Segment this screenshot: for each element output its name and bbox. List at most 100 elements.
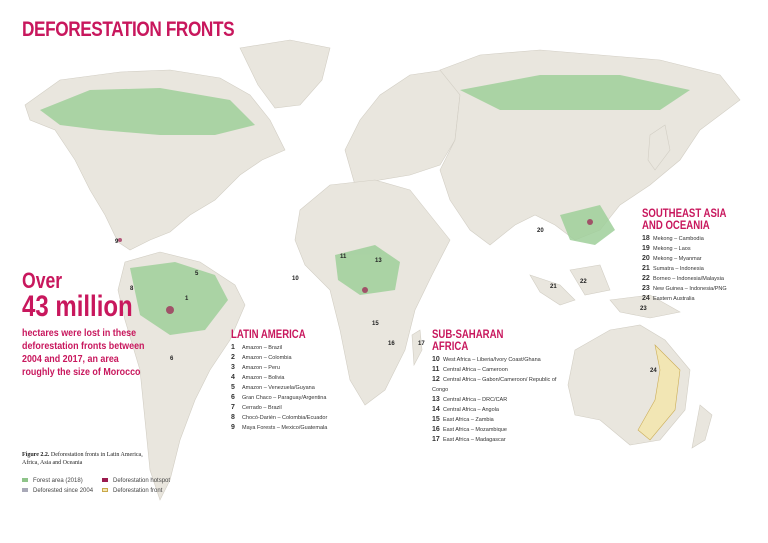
front-label: Sumatra – Indonesia: [653, 266, 704, 272]
front-list-item: 9 Maya Forests – Mexico/Guatemala: [231, 423, 327, 433]
greenland: [239, 39, 331, 109]
front-number: 1: [231, 344, 235, 351]
hotspot: [166, 306, 174, 314]
front-number: 19: [642, 245, 650, 252]
front-label: Cerrado – Brazil: [242, 405, 282, 411]
front-list-item: 5 Amazon – Venezuela/Guyana: [231, 383, 327, 393]
front-number: 9: [231, 424, 235, 431]
marker-17: 17: [418, 341, 425, 347]
se-asia-islands: [529, 264, 681, 319]
legend-item: Deforestation hotspot: [102, 478, 192, 484]
front-label: East Africa – Madagascar: [443, 437, 506, 443]
front-number: 22: [642, 275, 650, 282]
front-label: Amazon – Colombia: [242, 355, 292, 361]
japan: [647, 124, 671, 171]
front-number: 4: [231, 374, 235, 381]
front-label: West Africa – Liberia/Ivory Coast/Ghana: [443, 357, 541, 363]
front-label: Amazon – Bolivia: [242, 375, 285, 381]
front-number: 15: [432, 416, 440, 423]
front-number: 21: [642, 265, 650, 272]
headline-description: hectares were lost in these deforestatio…: [22, 327, 145, 378]
front-label: Amazon – Brazil: [242, 345, 283, 351]
front-list-item: 8 Chocó-Darién – Colombia/Ecuador: [231, 413, 327, 423]
front-label: Central Africa – Cameroon: [443, 367, 508, 373]
front-number: 8: [231, 414, 235, 421]
front-list-item: 11 Central Africa – Cameroon: [432, 365, 562, 375]
page-title: DEFORESTATION FRONTS: [22, 18, 235, 41]
region-title: SOUTHEAST ASIA AND OCEANIA: [642, 206, 727, 232]
forest-congo: [335, 245, 400, 295]
front-list-item: 13 Central Africa – DRC/CAR: [432, 395, 562, 405]
front-number: 16: [432, 426, 440, 433]
front-label: East Africa – Zambia: [443, 417, 494, 423]
front-label: Central Africa – Gabon/Cameroon/ Republi…: [432, 377, 557, 393]
marker-16: 16: [388, 341, 395, 347]
hotspot: [362, 287, 368, 293]
front-label: Mekong – Cambodia: [653, 236, 704, 242]
marker-9: 9: [115, 239, 119, 245]
front-swatch-icon: [102, 488, 108, 493]
front-number: 3: [231, 364, 235, 371]
forest-seasia: [560, 205, 615, 245]
forest-amazon: [130, 262, 228, 335]
front-list-item: 19 Mekong – Laos: [642, 244, 752, 254]
marker-15: 15: [372, 321, 379, 327]
marker-13: 13: [375, 258, 382, 264]
front-list-item: 22 Borneo – Indonesia/Malaysia: [642, 274, 752, 284]
forest-siberia: [460, 75, 690, 110]
legend-item: Forest area (2018): [22, 478, 102, 484]
front-eastern-australia: [637, 344, 681, 441]
front-number: 24: [642, 295, 650, 302]
region-southeast-asia-oceania: SOUTHEAST ASIA AND OCEANIA 18 Mekong – Ca…: [642, 207, 752, 304]
front-list-item: 12 Central Africa – Gabon/Cameroon/ Repub…: [432, 375, 562, 395]
hotspot: [118, 238, 122, 242]
front-label: New Guinea – Indonesia/PNG: [653, 286, 727, 292]
front-label: Borneo – Indonesia/Malaysia: [653, 276, 724, 282]
front-list-item: 18 Mekong – Cambodia: [642, 234, 752, 244]
front-number: 17: [432, 436, 440, 443]
front-number: 10: [432, 356, 440, 363]
front-number: 23: [642, 285, 650, 292]
front-label: Maya Forests – Mexico/Guatemala: [242, 425, 328, 431]
front-list-item: 7 Cerrado – Brazil: [231, 403, 327, 413]
deforested-swatch-icon: [22, 488, 28, 493]
front-number: 18: [642, 235, 650, 242]
region-title: LATIN AMERICA: [231, 327, 306, 341]
region-latin-america: LATIN AMERICA 1 Amazon – Brazil 2 Amazon – …: [231, 328, 327, 433]
front-label: Mekong – Myanmar: [653, 256, 702, 262]
front-label: East Africa – Mozambique: [443, 427, 507, 433]
front-list-item: 1 Amazon – Brazil: [231, 343, 327, 353]
marker-1: 1: [185, 296, 189, 302]
forest-swatch-icon: [22, 478, 28, 483]
front-number: 20: [642, 255, 650, 262]
front-number: 14: [432, 406, 440, 413]
front-label: Eastern Australia: [653, 296, 695, 302]
region-title: SUB-SAHARAN AFRICA: [432, 327, 504, 353]
front-list-item: 14 Central Africa – Angola: [432, 405, 562, 415]
front-list-item: 17 East Africa – Madagascar: [432, 435, 562, 445]
legend-item: Deforested since 2004: [22, 488, 102, 494]
madagascar: [411, 329, 423, 367]
headline-amount: 43 million: [22, 290, 133, 323]
front-list-item: 6 Gran Chaco – Paraguay/Argentina: [231, 393, 327, 403]
figure-text: Deforestation fronts in Latin America, A…: [22, 452, 143, 466]
marker-21: 21: [550, 284, 557, 290]
front-label: Gran Chaco – Paraguay/Argentina: [242, 395, 327, 401]
marker-11: 11: [340, 254, 347, 260]
front-list-item: 10 West Africa – Liberia/Ivory Coast/Ghan…: [432, 355, 562, 365]
front-label: Amazon – Peru: [242, 365, 280, 371]
marker-8: 8: [130, 286, 134, 292]
marker-24: 24: [650, 368, 657, 374]
marker-22: 22: [580, 279, 587, 285]
marker-5: 5: [195, 271, 199, 277]
forest-boreal-na: [40, 88, 255, 135]
legend: Forest area (2018) Deforestation hotspot…: [22, 478, 192, 494]
front-number: 13: [432, 396, 440, 403]
front-list-item: 3 Amazon – Peru: [231, 363, 327, 373]
hotspot: [587, 219, 593, 225]
front-number: 11: [432, 366, 440, 373]
front-label: Amazon – Venezuela/Guyana: [242, 385, 315, 391]
marker-23: 23: [640, 306, 647, 312]
figure-caption: Figure 2.2. Deforestation fronts in Lati…: [22, 451, 152, 467]
front-label: Mekong – Laos: [653, 246, 691, 252]
